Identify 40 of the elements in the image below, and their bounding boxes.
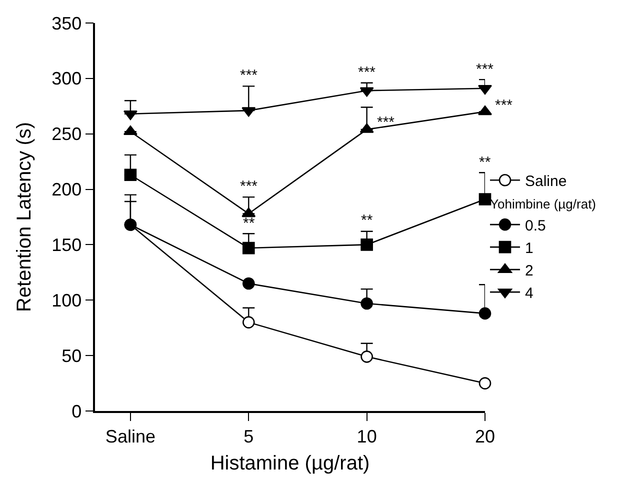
annotation: **: [361, 212, 373, 229]
y-tick-label: 350: [52, 13, 82, 34]
point: [242, 277, 255, 290]
point: [242, 316, 255, 328]
point: [242, 242, 255, 254]
annotation: ***: [495, 97, 513, 114]
x-tick-label: 10: [356, 426, 377, 446]
x-axis-title: Histamine (µg/rat): [210, 452, 370, 474]
legend-label: Saline: [525, 173, 567, 190]
point: [360, 350, 373, 363]
point: [478, 377, 492, 390]
legend-label: 0.5: [525, 217, 546, 234]
point: [124, 168, 137, 182]
annotation: ***: [240, 178, 258, 195]
legend-title: Yohimbine (µg/rat): [490, 196, 596, 212]
y-tick-label: 0: [72, 401, 82, 422]
point: [478, 85, 492, 95]
y-tick-label: 50: [62, 346, 82, 366]
point: [478, 193, 492, 206]
x-tick-label: 5: [244, 426, 254, 446]
annotation: ***: [240, 67, 258, 84]
annotation: **: [243, 215, 255, 232]
y-tick-label: 250: [52, 124, 82, 144]
x-tick-label: Saline: [105, 426, 156, 446]
y-tick-label: 300: [52, 68, 82, 89]
annotation: ***: [377, 114, 395, 131]
point: [360, 297, 373, 310]
y-tick-label: 200: [52, 180, 82, 200]
legend-label: 1: [525, 240, 534, 257]
annotation: ***: [358, 64, 376, 81]
x-tick-label: 20: [474, 426, 496, 446]
point: [478, 307, 492, 320]
legend-label: 2: [525, 262, 534, 280]
annotation: ***: [476, 61, 494, 78]
annotation: **: [479, 154, 491, 171]
y-tick-label: 100: [52, 290, 82, 310]
y-axis-title: Retention Latency (s): [14, 122, 36, 312]
legend-label: 4: [525, 284, 534, 302]
point: [360, 238, 373, 251]
y-tick-label: 150: [52, 235, 82, 256]
